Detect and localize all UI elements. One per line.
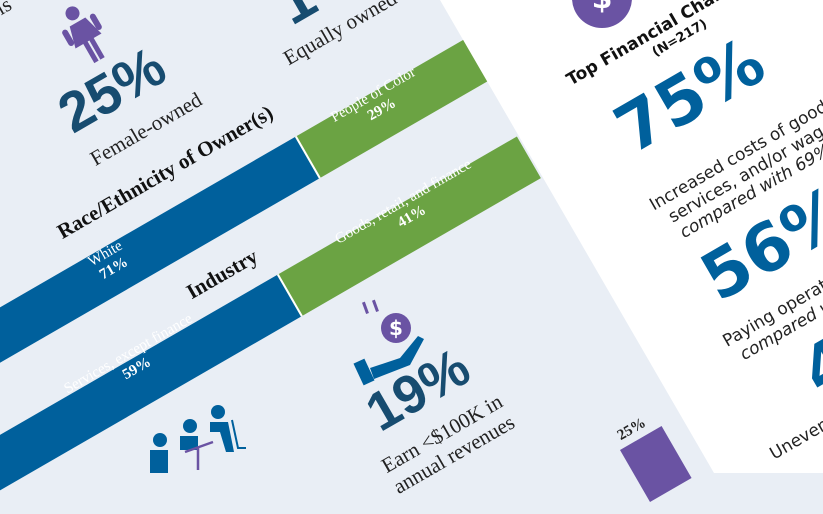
hand-coin-icon: $ xyxy=(353,299,424,386)
meeting-icon xyxy=(150,405,246,473)
svg-text:$: $ xyxy=(389,316,403,340)
industry-bar xyxy=(0,136,541,514)
race-bar xyxy=(0,39,488,415)
fragment-text: sis xyxy=(0,0,16,24)
svg-text:$: $ xyxy=(592,0,613,16)
woman-icon xyxy=(62,6,105,64)
dollar-circle-icon: $ xyxy=(572,0,632,28)
